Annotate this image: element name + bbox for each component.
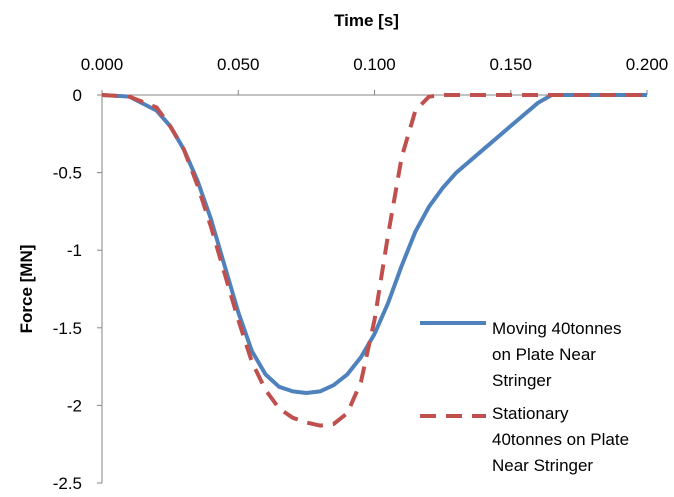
y-axis-title: Force [MN] <box>17 245 36 334</box>
legend-label-1: Moving 40tonnes on Plate Near Stringer <box>492 319 621 390</box>
x-tick-label: 0.150 <box>489 55 532 74</box>
x-ticks: 0.000 0.050 0.100 0.150 0.200 <box>81 55 669 95</box>
y-tick-label: -2 <box>67 396 82 415</box>
legend: Moving 40tonnes on Plate Near Stringer Stat… <box>420 319 629 475</box>
y-tick-label: 0 <box>73 86 82 105</box>
y-tick-label: -1.5 <box>53 319 82 338</box>
y-ticks: 0 -0.5 -1 -1.5 -2 -2.5 <box>53 86 102 493</box>
y-tick-label: -0.5 <box>53 164 82 183</box>
x-tick-label: 0.100 <box>353 55 396 74</box>
x-tick-label: 0.050 <box>217 55 260 74</box>
y-tick-label: -2.5 <box>53 474 82 493</box>
legend-label-2: Stationary 40tonnes on Plate Near Stringer <box>492 404 629 475</box>
series-lines <box>101 93 647 428</box>
x-axis-title: Time [s] <box>334 11 399 30</box>
series-line-2 <box>101 93 647 428</box>
y-tick-label: -1 <box>67 241 82 260</box>
x-tick-label: 0.200 <box>626 55 669 74</box>
x-tick-label: 0.000 <box>81 55 124 74</box>
